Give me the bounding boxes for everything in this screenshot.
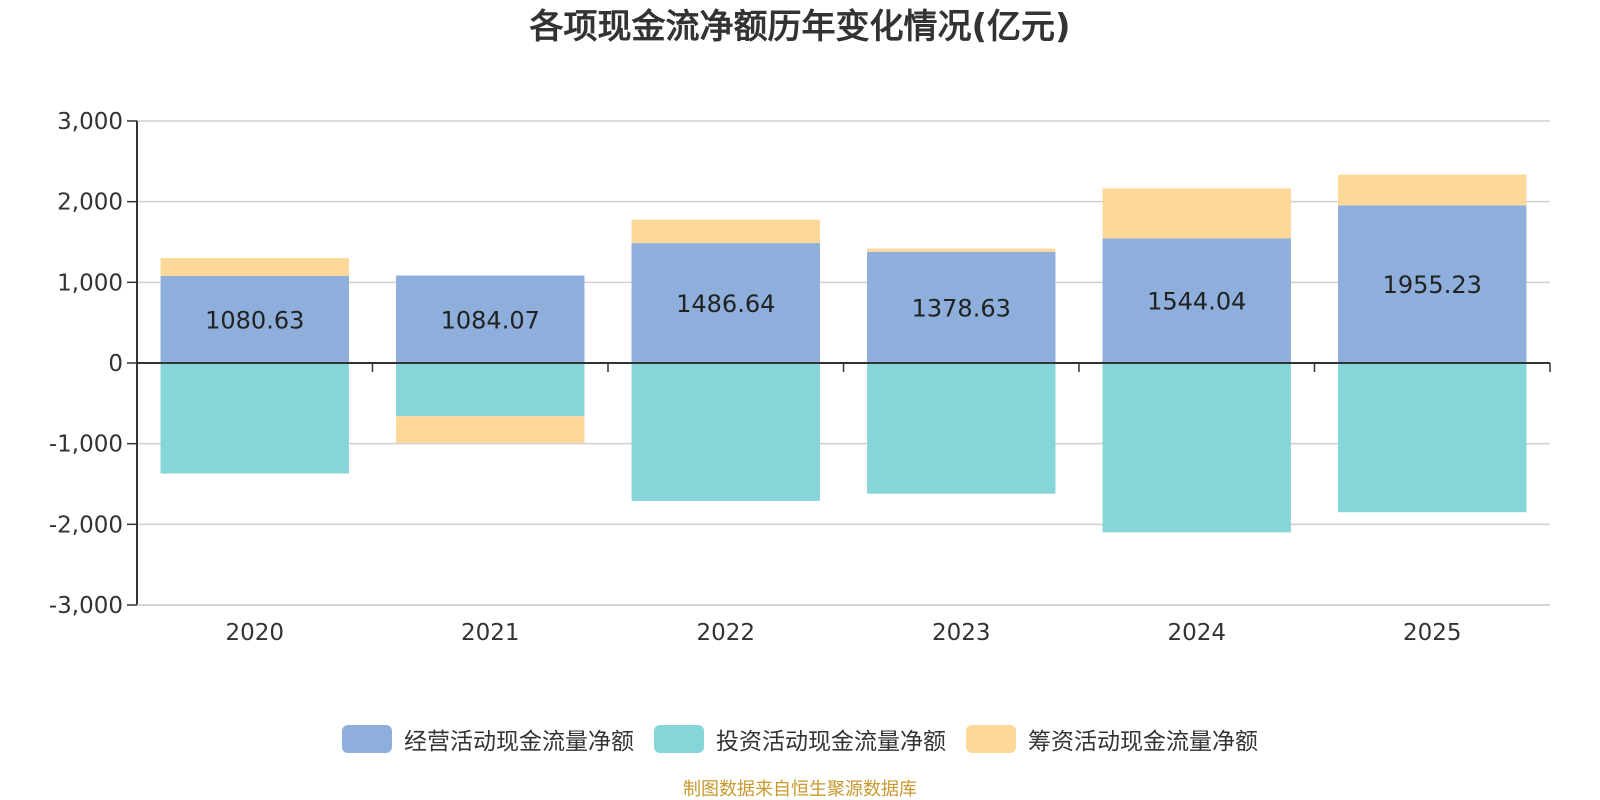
bar-investing-2020 <box>160 363 349 474</box>
y-tick-label: 1,000 <box>57 270 123 296</box>
data-label-2023: 1378.63 <box>912 294 1011 322</box>
bar-operating-2022 <box>631 243 820 363</box>
bar-investing-2024 <box>1102 363 1291 533</box>
bar-operating-2021 <box>396 275 585 363</box>
bar-operating-2025 <box>1338 205 1527 363</box>
bar-investing-2023 <box>867 363 1056 494</box>
chart-title: 各项现金流净额历年变化情况(亿元) <box>529 7 1071 47</box>
legend-label-operating: 经营活动现金流量净额 <box>404 729 634 755</box>
bar-investing-2021 <box>396 363 585 417</box>
legend-label-financing: 筹资活动现金流量净额 <box>1028 729 1258 755</box>
legend: 经营活动现金流量净额 投资活动现金流量净额 筹资活动现金流量净额 <box>0 722 1600 756</box>
bar-operating-2023 <box>867 251 1056 363</box>
data-label-2020: 1080.63 <box>205 306 304 334</box>
y-tick-label: 2,000 <box>57 190 123 216</box>
x-tick-label: 2020 <box>225 620 284 646</box>
source-note: 制图数据来自恒生聚源数据库 <box>683 779 917 800</box>
y-tick-label: -2,000 <box>49 512 123 538</box>
data-label-2021: 1084.07 <box>441 306 540 334</box>
legend-item-investing[interactable]: 投资活动现金流量净额 <box>654 722 946 756</box>
bar-financing-2022 <box>631 219 820 244</box>
x-tick-label: 2024 <box>1167 620 1226 646</box>
data-label-2025: 1955.23 <box>1383 271 1482 299</box>
data-label-2022: 1486.64 <box>676 290 775 318</box>
bar-operating-2024 <box>1102 238 1291 363</box>
bar-investing-2025 <box>1338 363 1527 513</box>
bar-operating-2020 <box>160 275 349 363</box>
legend-label-investing: 投资活动现金流量净额 <box>716 729 946 755</box>
bar-financing-2024 <box>1102 188 1291 239</box>
x-tick-label: 2022 <box>696 620 755 646</box>
y-tick-label: -3,000 <box>49 593 123 619</box>
bar-financing-2020 <box>160 258 349 276</box>
x-tick-label: 2023 <box>932 620 991 646</box>
y-tick-label: -1,000 <box>49 432 123 458</box>
legend-swatch-investing <box>654 725 704 753</box>
x-tick-label: 2021 <box>461 620 520 646</box>
bar-financing-2023 <box>867 248 1056 252</box>
bar-investing-2022 <box>631 363 820 501</box>
x-tick-label: 2025 <box>1403 620 1462 646</box>
legend-item-financing[interactable]: 筹资活动现金流量净额 <box>966 722 1258 756</box>
y-tick-label: 3,000 <box>57 109 123 135</box>
data-label-2024: 1544.04 <box>1147 288 1246 316</box>
legend-swatch-financing <box>966 725 1016 753</box>
y-tick-label: 0 <box>108 351 123 377</box>
bar-financing-2021 <box>396 416 585 443</box>
legend-item-operating[interactable]: 经营活动现金流量净额 <box>342 722 634 756</box>
bar-financing-2025 <box>1338 174 1527 206</box>
legend-swatch-operating <box>342 725 392 753</box>
